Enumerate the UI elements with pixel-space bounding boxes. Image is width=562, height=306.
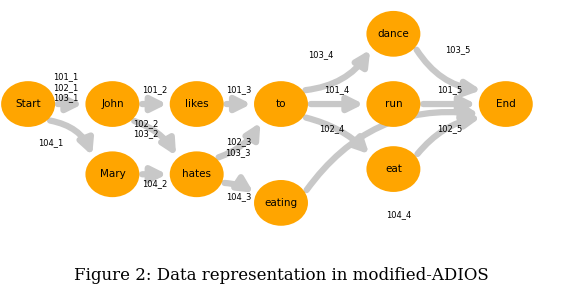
Ellipse shape — [366, 146, 420, 192]
Ellipse shape — [1, 81, 55, 127]
FancyArrowPatch shape — [311, 98, 357, 110]
Text: run: run — [384, 99, 402, 109]
Text: Start: Start — [15, 99, 41, 109]
FancyArrowPatch shape — [418, 114, 474, 154]
Ellipse shape — [254, 180, 308, 226]
Ellipse shape — [254, 81, 308, 127]
Text: eat: eat — [385, 164, 402, 174]
Text: hates: hates — [182, 169, 211, 179]
Text: 104_1: 104_1 — [38, 139, 63, 147]
FancyArrowPatch shape — [225, 177, 248, 189]
Text: Figure 2: Data representation in modified-ADIOS: Figure 2: Data representation in modifie… — [74, 267, 488, 284]
Ellipse shape — [85, 151, 139, 197]
Text: 101_3: 101_3 — [226, 85, 252, 94]
FancyArrowPatch shape — [50, 121, 91, 149]
Ellipse shape — [170, 151, 224, 197]
Text: 103_4: 103_4 — [307, 50, 333, 59]
FancyArrowPatch shape — [306, 106, 472, 190]
Text: 101_4: 101_4 — [325, 85, 350, 94]
Ellipse shape — [479, 81, 533, 127]
Ellipse shape — [366, 11, 420, 57]
FancyArrowPatch shape — [306, 56, 366, 90]
FancyArrowPatch shape — [58, 98, 76, 110]
Text: John: John — [101, 99, 124, 109]
Text: likes: likes — [185, 99, 209, 109]
Text: to: to — [276, 99, 286, 109]
Text: 102_4: 102_4 — [319, 124, 344, 133]
Text: 101_5: 101_5 — [437, 85, 462, 94]
FancyArrowPatch shape — [423, 98, 469, 110]
Text: dance: dance — [378, 29, 409, 39]
Text: 104_4: 104_4 — [387, 210, 411, 219]
Ellipse shape — [170, 81, 224, 127]
FancyArrowPatch shape — [306, 118, 364, 149]
FancyArrowPatch shape — [134, 121, 173, 150]
Text: 101_1
102_1
103_1: 101_1 102_1 103_1 — [53, 72, 79, 102]
Text: 102_5: 102_5 — [437, 124, 462, 133]
Text: eating: eating — [265, 198, 297, 208]
FancyArrowPatch shape — [416, 50, 474, 94]
Text: 104_2: 104_2 — [142, 179, 167, 188]
FancyArrowPatch shape — [142, 168, 160, 180]
Text: 102_2
103_2: 102_2 103_2 — [133, 119, 159, 138]
Text: 101_2: 101_2 — [142, 85, 167, 94]
FancyArrowPatch shape — [219, 129, 257, 157]
Text: 102_3
103_3: 102_3 103_3 — [225, 137, 251, 157]
Ellipse shape — [85, 81, 139, 127]
Text: End: End — [496, 99, 516, 109]
Text: Mary: Mary — [99, 169, 125, 179]
Text: 103_5: 103_5 — [445, 45, 471, 54]
Ellipse shape — [366, 81, 420, 127]
FancyArrowPatch shape — [226, 98, 244, 110]
FancyArrowPatch shape — [142, 98, 160, 110]
Text: 104_3: 104_3 — [226, 192, 252, 201]
